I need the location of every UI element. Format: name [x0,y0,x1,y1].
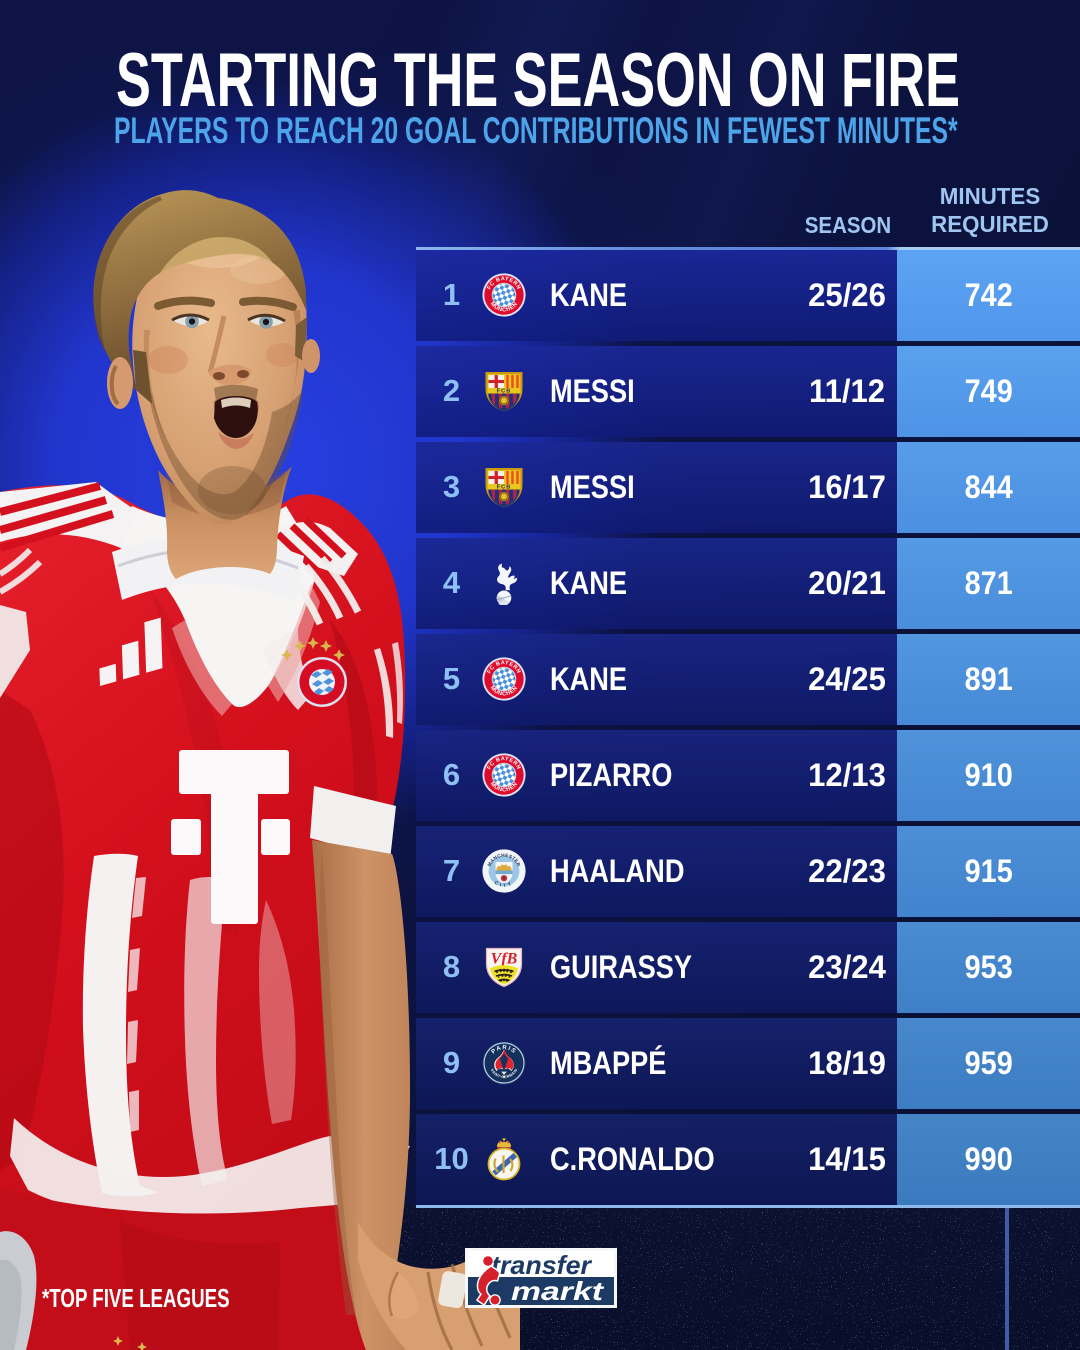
svg-text:CITY: CITY [493,880,515,889]
svg-text:markt: markt [511,1276,605,1306]
svg-text:VfB: VfB [491,951,518,968]
svg-text:PARIS: PARIS [491,1045,518,1055]
svg-text:FCB: FCB [497,389,512,395]
svg-text:transfer: transfer [491,1250,593,1280]
svg-text:FCB: FCB [497,485,512,491]
